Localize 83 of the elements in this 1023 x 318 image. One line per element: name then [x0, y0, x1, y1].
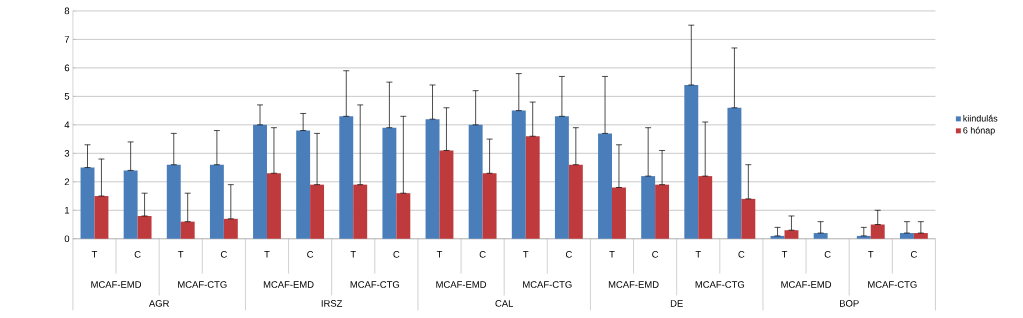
bar [209, 164, 224, 239]
y-tick-label: 7 [64, 35, 70, 43]
bar [296, 130, 311, 239]
x-tick-label: C [307, 250, 314, 258]
x-tick-label: T [695, 250, 701, 258]
y-tick-label: 5 [64, 92, 70, 100]
text: MCAF-EMD [91, 281, 142, 288]
text: DE [670, 300, 683, 307]
bar [137, 215, 152, 239]
text: MCAF-CTG [695, 281, 745, 288]
bar [94, 195, 109, 239]
y-tick-label: 3 [64, 149, 70, 157]
text: BOP [840, 299, 859, 307]
x-tick-label: T [781, 250, 788, 258]
bar [641, 175, 656, 239]
x-tick-label: T [91, 250, 98, 258]
bar [784, 230, 799, 239]
bar [741, 198, 756, 239]
bar [568, 164, 583, 239]
bar [266, 173, 281, 239]
x-tick-label: T [609, 250, 615, 258]
x-tick-label: C [479, 250, 486, 258]
x-tick-label: C [824, 250, 831, 258]
text: MCAF-EMD [781, 281, 832, 288]
bar [511, 110, 526, 239]
x-tick-label: C [220, 250, 227, 258]
bar [899, 232, 914, 239]
bar [554, 116, 569, 239]
x-tick-label: T [178, 250, 184, 258]
x-tick-label: C [134, 250, 141, 258]
bar [382, 127, 397, 239]
x-tick-label: T [436, 250, 443, 258]
bar [253, 124, 267, 239]
text: MCAF-CTG [523, 281, 572, 288]
x-tick-label: C [565, 250, 572, 258]
x-tick-label: C [393, 250, 400, 258]
bar [425, 118, 440, 239]
bar [353, 184, 368, 239]
bar [80, 167, 95, 239]
text: CAL [495, 299, 514, 307]
y-tick-label: 6 [64, 64, 70, 72]
text: AGR [148, 299, 169, 307]
bar [310, 184, 325, 239]
bar [598, 133, 612, 239]
y-tick-label: 2 [64, 178, 70, 185]
bar [180, 221, 195, 239]
y-tick-label: 8 [64, 7, 70, 15]
legend-label: 6 hónap [963, 126, 995, 136]
y-tick-label: 1 [65, 206, 70, 214]
bar [339, 116, 354, 239]
bar [166, 164, 181, 239]
bar [482, 173, 497, 239]
x-tick-label: T [350, 250, 356, 258]
bar [439, 150, 454, 239]
bar [396, 193, 411, 239]
bar [123, 170, 138, 239]
x-tick-label: T [523, 250, 529, 258]
text: MCAF-CTG [350, 281, 400, 288]
bar [913, 232, 928, 239]
legend-label: kiindulás [963, 114, 998, 122]
bar [468, 124, 483, 239]
text: MCAF-CTG [178, 281, 227, 288]
y-tick-label: 0 [64, 235, 70, 242]
y-tick-label: 4 [64, 121, 70, 128]
x-tick-label: T [868, 250, 874, 258]
bar [813, 232, 828, 239]
text: MCAF-EMD [436, 281, 487, 288]
bar [223, 218, 238, 239]
bar [870, 224, 885, 239]
text: MCAF-CTG [868, 281, 917, 288]
bar [525, 136, 540, 239]
bar [727, 107, 742, 239]
bar [612, 187, 626, 239]
x-tick-label: T [264, 250, 270, 258]
x-tick-label: C [738, 250, 745, 258]
text: MCAF-EMD [263, 281, 314, 288]
x-tick-label: C [910, 250, 917, 258]
bar [655, 184, 670, 239]
text: IRSZ [321, 299, 343, 307]
bar [684, 84, 699, 239]
bar [698, 175, 713, 239]
text: MCAF-EMD [608, 281, 659, 288]
x-tick-label: C [652, 250, 659, 258]
